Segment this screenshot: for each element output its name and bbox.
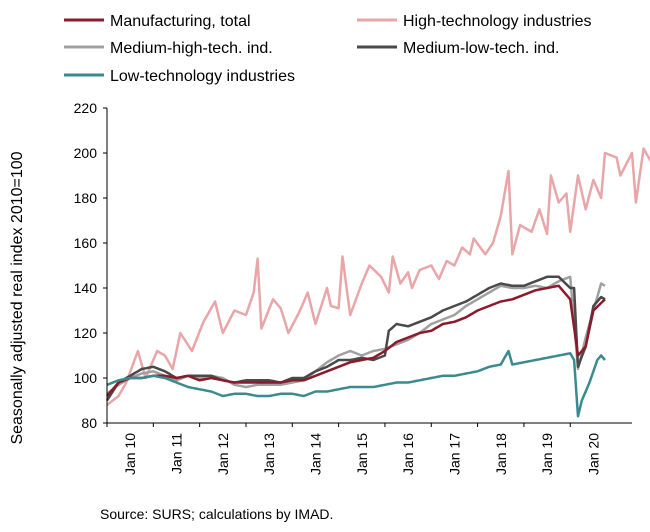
x-tick-label: Jan 14	[307, 433, 323, 475]
series-layer	[105, 147, 650, 418]
source-note: Source: SURS; calculations by IMAD.	[100, 506, 334, 522]
x-tick-label: Jan 10	[122, 433, 138, 475]
y-tick-label: 140	[74, 280, 98, 296]
y-tick-label: 100	[74, 370, 98, 386]
legend-label-0: Manufacturing, total	[110, 13, 251, 30]
axes	[106, 108, 632, 424]
series-line-0	[106, 284, 606, 397]
legend-label-3: Medium-low-tech. ind.	[403, 40, 560, 57]
series-line-3	[105, 275, 606, 402]
y-tick-label: 220	[74, 100, 98, 116]
x-tick-label: Jan 20	[585, 433, 601, 475]
y-tick-label: 120	[74, 325, 98, 341]
legend-label-4: Low-technology industries	[110, 68, 295, 85]
x-axis-ticks: Jan 10 Jan 11 Jan 12 Jan 13 Jan 14 Jan 15 Jan …	[106, 423, 601, 475]
y-axis-title-group: Seasonally adjusted real index 2010=100	[9, 151, 26, 444]
legend-label-2: Medium-high-tech. ind.	[110, 40, 273, 57]
x-tick-label: Jan 17	[446, 433, 462, 475]
legend: Manufacturing, total High-technology indu…	[64, 13, 592, 85]
y-tick-label: 180	[74, 190, 98, 206]
y-axis-title: Seasonally adjusted real index 2010=100	[9, 151, 26, 444]
x-tick-label: Jan 11	[168, 433, 184, 474]
series-line-4	[106, 349, 606, 418]
y-axis-ticks: 80 100 120 140 160 180 200 220	[74, 100, 107, 431]
x-tick-label: Jan 13	[261, 433, 277, 475]
x-tick-label: Jan 12	[215, 433, 231, 475]
x-tick-label: Jan 18	[493, 433, 509, 475]
legend-label-1: High-technology industries	[403, 13, 592, 30]
y-tick-label: 200	[74, 145, 98, 161]
series-line-1	[106, 147, 650, 406]
x-tick-label: Jan 15	[354, 433, 370, 475]
x-tick-label: Jan 19	[539, 433, 555, 475]
y-tick-label: 160	[74, 235, 98, 251]
y-tick-label: 80	[81, 415, 97, 431]
x-tick-label: Jan 16	[400, 433, 416, 475]
